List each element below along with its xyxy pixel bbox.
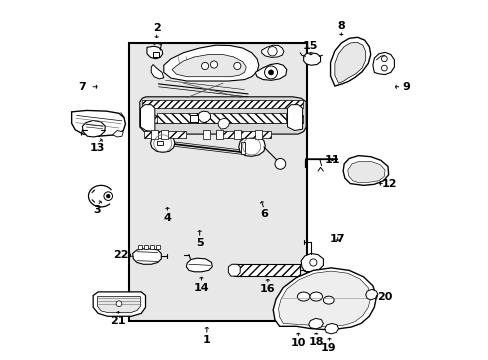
Bar [150, 130, 158, 139]
Polygon shape [198, 111, 210, 123]
Text: 5: 5 [196, 238, 203, 248]
Polygon shape [308, 319, 323, 329]
Bar [142, 116, 303, 123]
Text: 8: 8 [337, 21, 345, 31]
Text: 21: 21 [110, 316, 126, 325]
Polygon shape [365, 289, 377, 300]
Bar [156, 141, 163, 145]
Bar [152, 52, 159, 57]
Text: 19: 19 [320, 343, 336, 353]
Polygon shape [287, 105, 302, 131]
Bar [155, 245, 160, 249]
Circle shape [381, 56, 386, 62]
Polygon shape [343, 156, 388, 185]
Polygon shape [330, 37, 370, 86]
Polygon shape [82, 121, 105, 137]
Text: 7: 7 [78, 82, 86, 92]
Circle shape [309, 259, 316, 266]
Polygon shape [150, 134, 175, 152]
Circle shape [268, 70, 273, 75]
Text: 6: 6 [260, 209, 267, 219]
Polygon shape [347, 161, 384, 183]
Text: 9: 9 [401, 82, 409, 92]
Bar [215, 131, 271, 138]
Text: 12: 12 [381, 179, 397, 189]
Circle shape [267, 46, 277, 56]
Bar [143, 245, 148, 249]
Text: 20: 20 [376, 292, 391, 302]
Circle shape [210, 61, 217, 68]
Polygon shape [151, 64, 163, 79]
Circle shape [264, 66, 277, 79]
Text: 11: 11 [324, 155, 340, 165]
Bar [233, 264, 300, 276]
Bar [190, 115, 198, 122]
Polygon shape [112, 131, 123, 137]
Bar [233, 130, 241, 139]
Circle shape [116, 301, 122, 307]
Polygon shape [140, 97, 305, 134]
Bar [156, 113, 285, 123]
Circle shape [201, 62, 208, 69]
Text: 1: 1 [203, 334, 210, 345]
Ellipse shape [323, 296, 333, 304]
Ellipse shape [297, 292, 309, 301]
Bar [144, 131, 186, 138]
Circle shape [104, 192, 112, 201]
Text: 2: 2 [152, 23, 160, 33]
Text: 10: 10 [290, 338, 305, 348]
Polygon shape [147, 46, 163, 59]
Circle shape [274, 158, 285, 169]
Text: 4: 4 [163, 213, 171, 222]
Bar [137, 245, 142, 249]
Text: 17: 17 [329, 234, 345, 244]
Polygon shape [172, 54, 246, 77]
Text: 15: 15 [303, 41, 318, 50]
Polygon shape [97, 297, 140, 313]
Polygon shape [218, 118, 229, 129]
Polygon shape [140, 105, 155, 132]
Polygon shape [255, 63, 286, 80]
Polygon shape [132, 249, 161, 264]
Polygon shape [72, 111, 125, 136]
Polygon shape [273, 268, 376, 329]
Text: 18: 18 [308, 337, 324, 347]
Circle shape [381, 65, 386, 71]
Bar [142, 100, 303, 108]
Bar [129, 42, 306, 320]
Bar [161, 130, 168, 139]
Circle shape [106, 194, 110, 198]
Bar [215, 130, 223, 139]
Polygon shape [334, 42, 365, 83]
Polygon shape [163, 45, 258, 81]
Polygon shape [372, 52, 394, 75]
Polygon shape [301, 253, 323, 272]
Polygon shape [303, 53, 320, 65]
Circle shape [233, 62, 241, 69]
Bar [241, 142, 244, 154]
Bar [255, 130, 262, 139]
Text: 3: 3 [94, 206, 101, 216]
Polygon shape [324, 323, 338, 334]
Polygon shape [278, 271, 370, 326]
Ellipse shape [309, 292, 322, 301]
Polygon shape [186, 258, 212, 272]
Text: 22: 22 [113, 250, 128, 260]
Text: 14: 14 [193, 283, 209, 293]
Text: 16: 16 [260, 284, 275, 294]
Polygon shape [93, 292, 145, 316]
Bar [203, 130, 210, 139]
Polygon shape [261, 45, 284, 57]
Bar [149, 245, 154, 249]
Polygon shape [238, 136, 265, 156]
Text: 13: 13 [90, 143, 105, 153]
Polygon shape [228, 264, 240, 276]
